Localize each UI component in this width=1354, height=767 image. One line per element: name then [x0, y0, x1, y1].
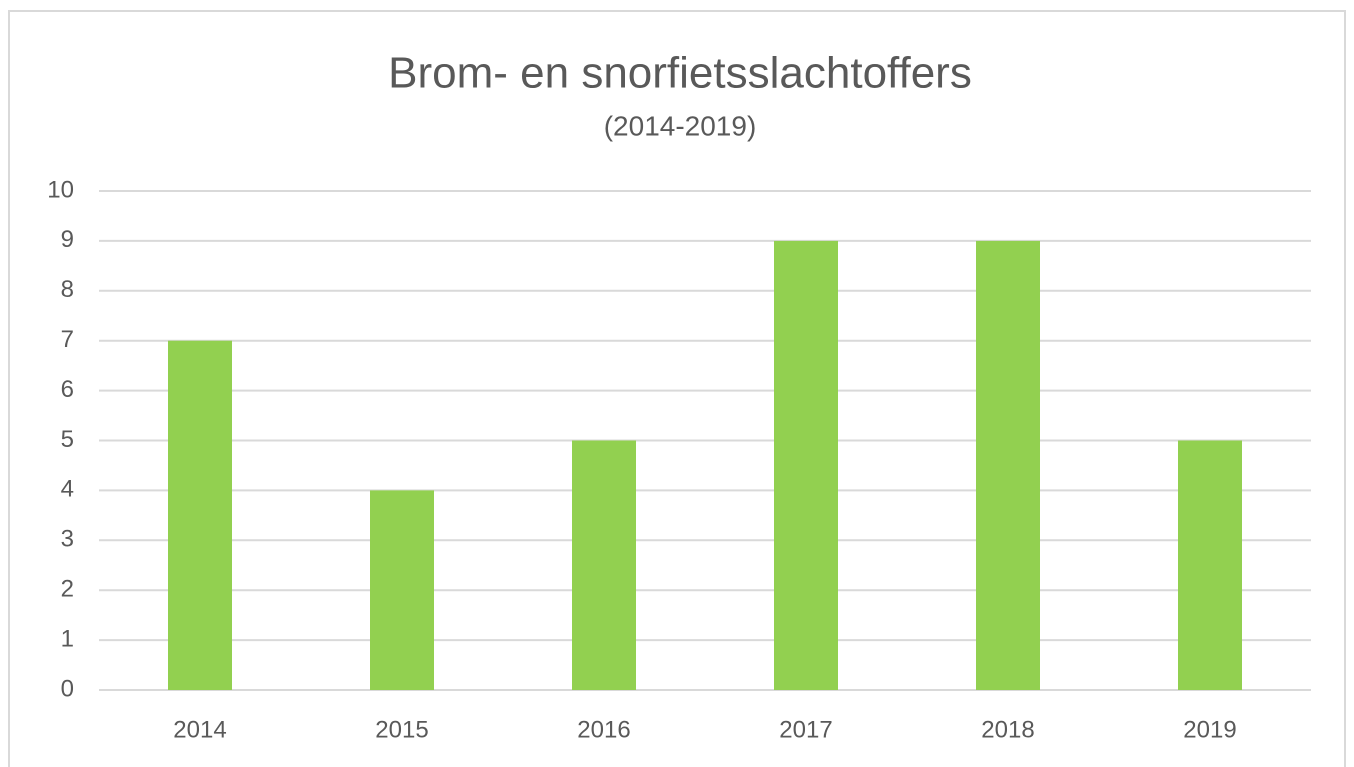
x-tick-label: 2016	[577, 716, 630, 743]
y-tick-label: 9	[61, 226, 74, 253]
x-tick-label: 2019	[1183, 716, 1236, 743]
bar	[370, 490, 434, 690]
bar	[774, 240, 838, 690]
y-tick-label: 2	[61, 576, 74, 603]
y-tick-label: 4	[61, 476, 74, 503]
bar	[572, 440, 636, 690]
y-tick-label: 7	[61, 326, 74, 353]
x-tick-label: 2017	[779, 716, 832, 743]
bar	[168, 340, 232, 690]
y-tick-label: 10	[47, 176, 74, 203]
bar	[1178, 440, 1242, 690]
chart-subtitle: (2014-2019)	[604, 110, 757, 141]
y-tick-label: 6	[61, 376, 74, 403]
x-tick-label: 2014	[173, 716, 226, 743]
y-tick-label: 8	[61, 276, 74, 303]
x-tick-label: 2018	[981, 716, 1034, 743]
bar	[976, 240, 1040, 690]
y-tick-label: 1	[61, 625, 74, 652]
y-tick-label: 0	[61, 675, 74, 702]
y-tick-label: 3	[61, 526, 74, 553]
y-tick-label: 5	[61, 426, 74, 453]
chart-title: Brom- en snorfietsslachtoffers	[388, 49, 972, 98]
x-tick-label: 2015	[375, 716, 428, 743]
